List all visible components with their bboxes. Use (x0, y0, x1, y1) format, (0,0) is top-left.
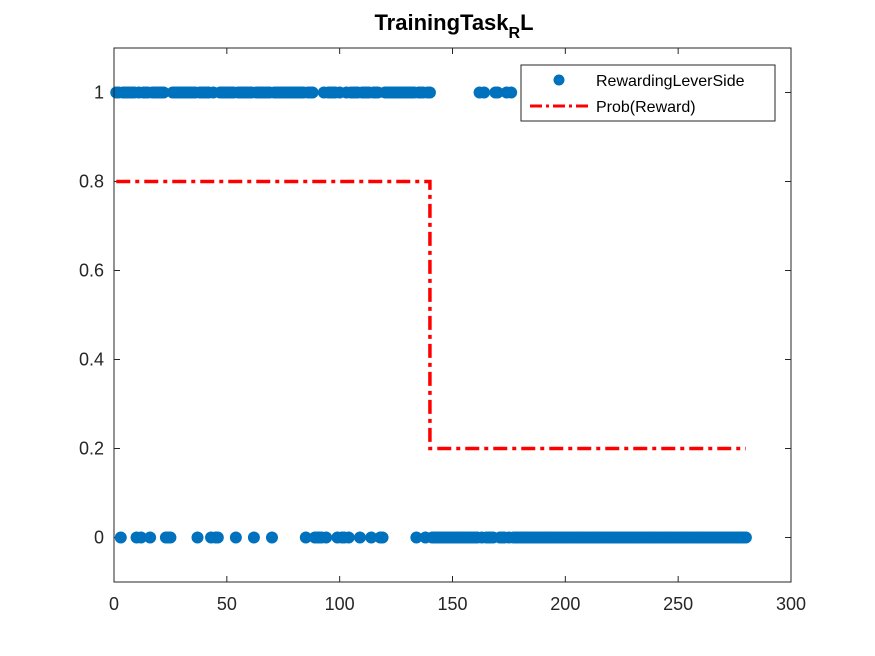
y-tick-label: 1 (94, 83, 104, 103)
x-tick-label: 150 (437, 594, 467, 614)
data-point (423, 86, 436, 99)
data-point (164, 531, 177, 544)
x-tick-label: 50 (217, 594, 237, 614)
x-tick-label: 100 (325, 594, 355, 614)
data-point (739, 531, 752, 544)
legend-label-prob-reward: Prob(Reward) (596, 99, 696, 116)
plot-area (114, 48, 791, 582)
data-point (376, 531, 389, 544)
data-point (299, 531, 312, 544)
data-point (365, 531, 378, 544)
data-point (211, 531, 224, 544)
legend-marker-rewarding-lever-side (553, 74, 565, 86)
legend: RewardingLeverSide Prob(Reward) (520, 64, 776, 122)
data-point (342, 531, 355, 544)
chart-title: TrainingTaskRL (374, 10, 533, 42)
data-point (247, 531, 260, 544)
axis-ticks: 0 50 100 150 200 250 300 0 0.2 0.4 0.6 0.8 1 (79, 48, 806, 614)
data-point (229, 531, 242, 544)
data-point (191, 531, 204, 544)
y-tick-label: 0.4 (79, 350, 104, 370)
prob-reward-line (116, 179, 746, 451)
legend-label-rewarding-lever-side: RewardingLeverSide (596, 73, 745, 90)
data-point (265, 531, 278, 544)
chart-title-main: TrainingTask (374, 10, 509, 35)
data-point (144, 531, 157, 544)
data-point (320, 531, 333, 544)
y-tick-label: 0.6 (79, 261, 104, 281)
data-point (135, 531, 148, 544)
data-point (491, 86, 504, 99)
data-point (478, 86, 491, 99)
data-point (114, 531, 127, 544)
data-point (505, 86, 518, 99)
x-tick-label: 300 (776, 594, 806, 614)
prob-reward-layer (116, 179, 746, 451)
data-point (353, 531, 366, 544)
data-point (410, 531, 423, 544)
chart-title-subscript: R (509, 25, 521, 42)
data-point (157, 86, 170, 99)
y-tick-label: 0 (94, 528, 104, 548)
x-tick-label: 0 (109, 594, 119, 614)
y-tick-label: 0.2 (79, 439, 104, 459)
rewarding-lever-side-layer (110, 86, 752, 544)
x-tick-label: 200 (550, 594, 580, 614)
data-point (306, 86, 319, 99)
x-tick-label: 250 (663, 594, 693, 614)
chart-title-suffix: L (520, 10, 533, 35)
axes-box (113, 47, 792, 583)
legend-box (520, 64, 776, 122)
y-tick-label: 0.8 (79, 172, 104, 192)
